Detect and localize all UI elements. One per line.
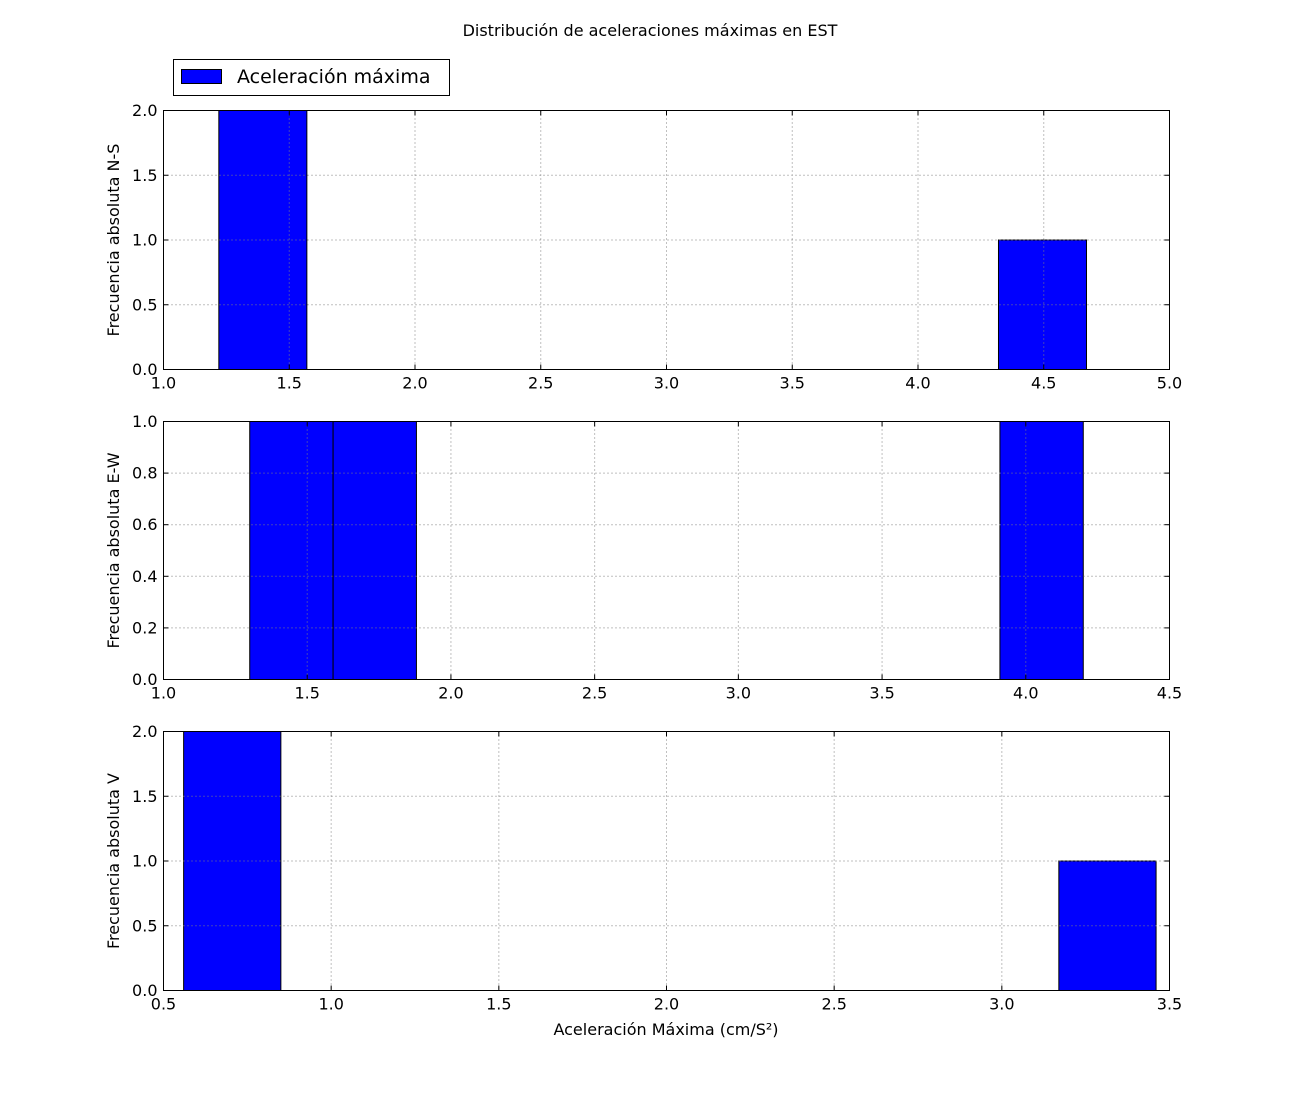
y-tick-label-ns-3: 1.5 (132, 166, 157, 185)
bar-ew-0 (249, 421, 334, 680)
y-tick-label-v-1: 0.5 (132, 916, 157, 935)
panel-ew: 1.0 1.5 2.0 2.5 3.0 3.5 4.0 4.5 0.0 0.2 0.4 0.6 0.8 1… (104, 412, 1182, 703)
x-tick-label-ew-4: 3.0 (726, 684, 751, 703)
x-tick-label-ns-6: 4.0 (905, 374, 930, 393)
x-tick-label-ew-2: 2.0 (438, 684, 463, 703)
y-tick-label-ew-5: 1.0 (132, 412, 157, 431)
y-tick-label-ew-1: 0.2 (132, 618, 157, 637)
x-tick-label-v-4: 2.5 (821, 995, 846, 1014)
x-tick-label-ns-3: 2.5 (528, 374, 553, 393)
y-tick-label-ns-0: 0.0 (132, 360, 157, 379)
panel-v: 0.5 1.0 1.5 2.0 2.5 3.0 3.50.00.51.01.52.0Frec… (104, 722, 1182, 1014)
x-axis-label: Aceleración Máxima (cm/S²) (553, 1020, 778, 1039)
x-tick-label-v-6: 3.5 (1157, 995, 1182, 1014)
y-tick-label-v-3: 1.5 (132, 787, 157, 806)
x-tick-label-ew-1: 1.5 (294, 684, 319, 703)
x-tick-label-ew-7: 4.5 (1157, 684, 1182, 703)
bar-ew-2 (999, 421, 1084, 680)
y-tick-label-ns-4: 2.0 (132, 101, 157, 120)
x-tick-label-ew-0: 1.0 (151, 684, 176, 703)
x-tick-label-v-2: 1.5 (486, 995, 511, 1014)
x-tick-label-v-5: 3.0 (989, 995, 1014, 1014)
bar-v-1 (1058, 860, 1157, 991)
y-axis-label-ns: Frecuencia absoluta N-S (104, 144, 123, 337)
y-tick-label-ns-2: 1.0 (132, 231, 157, 250)
y-tick-label-v-0: 0.0 (132, 981, 157, 1000)
x-tick-label-v-1: 1.0 (318, 995, 343, 1014)
legend-label: Aceleración máxima (237, 66, 430, 88)
x-tick-label-v-3: 2.0 (654, 995, 679, 1014)
y-axis-label-ew: Frecuencia absoluta E-W (104, 452, 123, 648)
y-tick-label-ew-0: 0.0 (132, 670, 157, 689)
x-tick-label-ew-3: 2.5 (582, 684, 607, 703)
x-tick-label-ew-6: 4.0 (1013, 684, 1038, 703)
x-tick-label-ew-5: 3.5 (869, 684, 894, 703)
y-tick-label-ns-1: 0.5 (132, 295, 157, 314)
x-tick-label-ns-8: 5.0 (1157, 374, 1182, 393)
panels: 1.0 1.5 2.0 2.5 3.0 3.5 4.0 4.5 5.00.00.51.01.52… (104, 101, 1182, 1014)
x-tick-label-ns-2: 2.0 (402, 374, 427, 393)
legend-swatch (181, 69, 222, 84)
x-tick-label-ns-1: 1.5 (277, 374, 302, 393)
panel-ns: 1.0 1.5 2.0 2.5 3.0 3.5 4.0 4.5 5.0 0.0 0.5 1.0 1.5 2… (104, 101, 1182, 393)
x-tick-label-ns-0: 1.0 (151, 374, 176, 393)
x-tick-label-v-0: 0.5 (151, 995, 176, 1014)
chart-title: Distribución de aceleraciones máximas en… (463, 21, 838, 40)
y-tick-label-ew-3: 0.6 (132, 515, 157, 534)
plot-area-v (163, 731, 1170, 991)
x-tick-label-ns-5: 3.5 (780, 374, 805, 393)
bar-ew-1 (332, 421, 417, 680)
x-tick-label-ns-4: 3.0 (654, 374, 679, 393)
legend: Aceleración máxima (173, 59, 450, 96)
y-tick-label-ew-4: 0.8 (132, 464, 157, 483)
x-tick-label-ns-7: 4.5 (1031, 374, 1056, 393)
axes-frame-ew (163, 421, 1170, 680)
y-tick-label-v-2: 1.0 (132, 852, 157, 871)
y-tick-label-v-4: 2.0 (132, 722, 157, 741)
y-tick-label-ew-2: 0.4 (132, 567, 157, 586)
y-axis-label-v: Frecuencia absoluta V (104, 773, 123, 949)
